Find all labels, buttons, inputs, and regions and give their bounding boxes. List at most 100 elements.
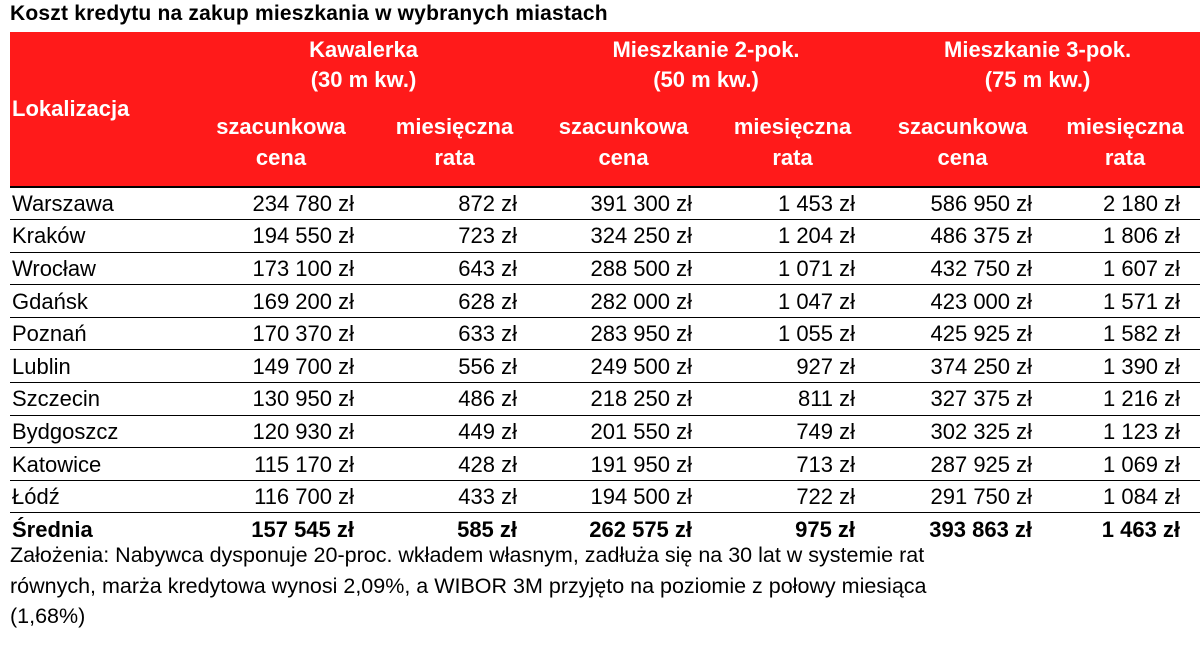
group-header-line: Mieszkanie 3-pok. (944, 37, 1132, 62)
group-header-studio: Kawalerka (30 m kw.) (190, 32, 537, 98)
installment-cell: 1 204 zł (710, 219, 876, 253)
subheader-line: miesięczna (733, 114, 852, 139)
price-cell: 282 000 zł (537, 284, 711, 318)
subheader-price: szacunkowa cena (537, 98, 710, 187)
price-cell: 170 370 zł (190, 317, 372, 351)
installment-cell: 713 zł (710, 447, 876, 481)
installment-cell: 1 084 zł (1050, 480, 1200, 514)
group-header-line: (75 m kw.) (984, 67, 1091, 92)
price-cell: 116 700 zł (190, 480, 372, 514)
assumptions-note: Założenia: Nabywca dysponuje 20-proc. wk… (10, 540, 1195, 632)
subheader-line: szacunkowa (897, 114, 1028, 139)
average-row: Średnia 157 545 zł 585 zł 262 575 zł 975 zł 3… (10, 513, 1200, 546)
installment-cell: 722 zł (710, 480, 876, 514)
installment-cell: 1 071 zł (710, 252, 876, 286)
installment-cell: 1 123 zł (1050, 415, 1200, 449)
installment-cell: 1 069 zł (1050, 447, 1200, 481)
table-row: Poznań 170 370 zł 633 zł 283 950 zł 1 055 zł… (10, 317, 1200, 351)
installment-cell: 449 zł (372, 415, 538, 449)
installment-cell: 628 zł (372, 284, 538, 318)
installment-cell: 872 zł (372, 186, 538, 221)
group-header-line: (50 m kw.) (653, 67, 759, 92)
installment-cell: 927 zł (710, 349, 876, 384)
price-cell: 218 250 zł (537, 382, 711, 416)
subheader-line: rata (434, 145, 475, 170)
group-header-line: Mieszkanie 2-pok. (612, 37, 800, 62)
city-cell: Gdańsk (10, 284, 190, 318)
price-cell: 432 750 zł (875, 252, 1051, 286)
group-header-line: (30 m kw.) (310, 67, 417, 92)
price-cell: 149 700 zł (190, 349, 372, 384)
city-cell: Szczecin (10, 382, 190, 416)
price-cell: 194 550 zł (190, 219, 372, 253)
subheader-installment: miesięczna rata (1050, 98, 1200, 187)
average-label: Średnia (12, 516, 93, 542)
table-row: Katowice 115 170 zł 428 zł 191 950 zł 713 zł… (10, 447, 1200, 481)
subheader-price: szacunkowa cena (875, 98, 1050, 187)
price-cell: 283 950 zł (537, 317, 711, 351)
installment-cell: 433 zł (372, 480, 538, 514)
price-cell: 201 550 zł (537, 415, 711, 449)
group-header-2-room: Mieszkanie 2-pok. (50 m kw.) (537, 32, 875, 98)
installment-cell: 1 453 zł (710, 186, 876, 221)
installment-cell: 1 582 zł (1050, 317, 1200, 351)
price-cell: 393 863 zł (929, 516, 1033, 542)
price-cell: 302 325 zł (875, 415, 1051, 449)
table-row: Kraków 194 550 zł 723 zł 324 250 zł 1 204 zł… (10, 219, 1200, 253)
city-cell: Bydgoszcz (10, 415, 190, 449)
cost-table: Lokalizacja Kawalerka (30 m kw.) Mieszka… (10, 32, 1200, 546)
installment-cell: 486 zł (372, 382, 538, 416)
installment-cell: 1 607 zł (1050, 252, 1200, 286)
note-line: Założenia: Nabywca dysponuje 20-proc. wk… (10, 543, 925, 567)
note-line: (1,68%) (10, 604, 86, 628)
installment-cell: 428 zł (372, 447, 538, 481)
table-header: Lokalizacja Kawalerka (30 m kw.) Mieszka… (10, 32, 1200, 187)
subheader-line: cena (937, 145, 988, 170)
table-row: Łódź 116 700 zł 433 zł 194 500 zł 722 zł 291 … (10, 480, 1200, 514)
price-cell: 425 925 zł (875, 317, 1051, 351)
subheader-line: rata (772, 145, 813, 170)
subheader-line: miesięczna (395, 114, 514, 139)
table-row: Gdańsk 169 200 zł 628 zł 282 000 zł 1 047 zł… (10, 284, 1200, 318)
subheader-installment: miesięczna rata (710, 98, 875, 187)
price-cell: 130 950 zł (190, 382, 372, 416)
price-cell: 586 950 zł (875, 186, 1051, 221)
city-cell: Warszawa (10, 186, 190, 221)
price-cell: 391 300 zł (537, 186, 711, 221)
installment-cell: 2 180 zł (1050, 186, 1200, 221)
price-cell: 234 780 zł (190, 186, 372, 221)
subheader-line: miesięczna (1066, 114, 1184, 139)
installment-cell: 1 390 zł (1050, 349, 1200, 384)
price-cell: 327 375 zł (875, 382, 1051, 416)
subheader-line: cena (598, 145, 649, 170)
price-cell: 423 000 zł (875, 284, 1051, 318)
installment-cell: 556 zł (372, 349, 538, 384)
location-header: Lokalizacja (12, 96, 130, 121)
city-cell: Katowice (10, 447, 190, 481)
price-cell: 486 375 zł (875, 219, 1051, 253)
table-title: Koszt kredytu na zakup mieszkania w wybr… (10, 2, 608, 25)
price-cell: 169 200 zł (190, 284, 372, 318)
installment-cell: 585 zł (457, 516, 518, 542)
installment-cell: 1 463 zł (1101, 516, 1181, 542)
subheader-line: cena (255, 145, 307, 170)
subheader-line: szacunkowa (558, 114, 689, 139)
price-cell: 157 545 zł (251, 516, 354, 542)
price-cell: 194 500 zł (537, 480, 711, 514)
price-cell: 288 500 zł (537, 252, 711, 286)
table-row: Lublin 149 700 zł 556 zł 249 500 zł 927 zł 37… (10, 349, 1200, 384)
price-cell: 191 950 zł (537, 447, 711, 481)
subheader-line: szacunkowa (216, 114, 346, 139)
table-row: Bydgoszcz 120 930 zł 449 zł 201 550 zł 749 z… (10, 415, 1200, 449)
price-cell: 262 575 zł (589, 516, 693, 542)
price-cell: 324 250 zł (537, 219, 711, 253)
price-cell: 173 100 zł (190, 252, 372, 286)
installment-cell: 723 zł (372, 219, 538, 253)
city-cell: Wrocław (10, 252, 190, 286)
installment-cell: 749 zł (710, 415, 876, 449)
group-header-3-room: Mieszkanie 3-pok. (75 m kw.) (875, 32, 1200, 98)
city-cell: Łódź (10, 480, 190, 514)
subheader-installment: miesięczna rata (372, 98, 537, 187)
installment-cell: 633 zł (372, 317, 538, 351)
